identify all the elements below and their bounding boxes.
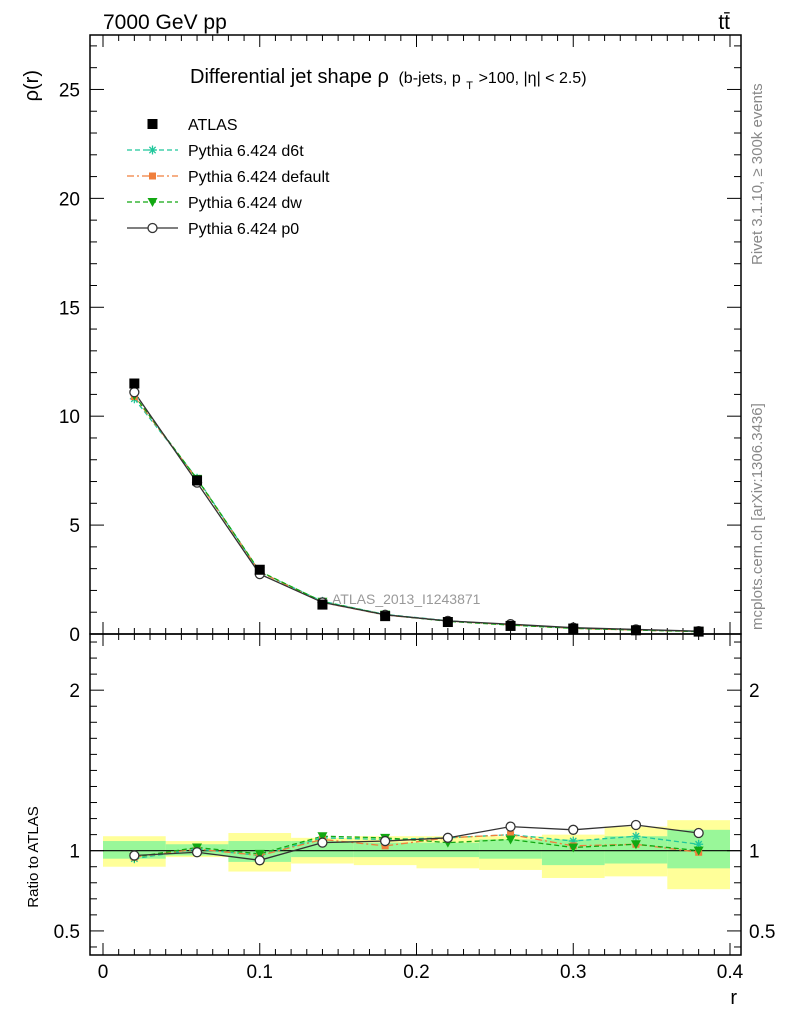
inner-uncertainty-band [291, 841, 354, 858]
ratio-y-tick-label-right: 0.5 [749, 922, 775, 943]
main-data-point [254, 564, 265, 575]
legend-label: Pythia 6.424 dw [188, 195, 302, 212]
ratio-xlabel: r [730, 987, 737, 1009]
star-stroke [632, 832, 640, 840]
ratio-data-point [630, 819, 642, 831]
ratio-data-point [254, 855, 265, 866]
main-title: Differential jet shape ρ (b-jets, p T >1… [190, 66, 587, 94]
star-stroke [148, 146, 157, 154]
process-label: tt̄ [718, 11, 730, 34]
ratio-data-point [631, 831, 641, 841]
legend-entry: Pythia 6.424 default [127, 169, 330, 186]
main-title-sub-rest: >100, |η| < 2.5) [479, 70, 587, 87]
ratio-data-point [505, 835, 516, 845]
legend-marker [147, 119, 158, 129]
legend-entry: Pythia 6.424 d6t [127, 143, 304, 160]
ratio-data-point [254, 849, 265, 859]
main-data-point [693, 626, 704, 637]
ratio-data-point [507, 831, 515, 839]
x-tick-label: 0.1 [247, 962, 273, 983]
main-series-line [133, 391, 699, 632]
main-data-point [568, 623, 579, 634]
mcplots-label: mcplots.cern.ch [arXiv:1306.3436] [749, 403, 766, 630]
ratio-ylabel: Ratio to ATLAS [25, 806, 42, 907]
inner-uncertainty-band [416, 842, 480, 858]
ratio-data-point [317, 837, 328, 848]
main-y-tick-label: 0 [69, 625, 80, 646]
main-y-tick-label: 10 [59, 407, 80, 428]
x-tick-label: 0.2 [403, 962, 429, 983]
star-stroke [695, 840, 703, 848]
main-data-point [505, 620, 516, 631]
rivet-label: Rivet 3.1.10, ≥ 300k events [749, 83, 766, 265]
ratio-panel: Ratio to ATLAS 0 0.1 0.2 0.3 0.40.5 0.51 12 2 r [25, 633, 775, 1009]
ratio-data-point [693, 827, 704, 839]
main-title-sub: (b-jets, p [398, 70, 460, 87]
inner-uncertainty-band [479, 839, 542, 859]
energy-label: 7000 GeV pp [103, 11, 227, 34]
ratio-data-point [379, 835, 391, 847]
ratio-y-tick-label-right: 2 [749, 681, 760, 702]
legend-label: Pythia 6.424 d6t [188, 143, 304, 160]
legend-entry: Pythia 6.424 p0 [127, 221, 299, 238]
ratio-frame [89, 633, 742, 956]
main-data-point [129, 378, 140, 389]
x-tick-label: 0.3 [560, 962, 586, 983]
ratio-data-point [505, 821, 516, 832]
main-y-tick-label: 5 [69, 516, 80, 537]
legend-marker [147, 198, 158, 207]
main-data-point [630, 625, 641, 636]
ratio-data-point [129, 850, 140, 861]
main-series-line [133, 395, 699, 633]
ratio-data-point [191, 847, 203, 858]
ratio-y-tick-label: 1 [69, 842, 80, 863]
main-y-tick-label: 15 [59, 298, 80, 319]
legend-entry: ATLAS [147, 117, 238, 134]
main-data-point [380, 611, 391, 622]
legend-marker [149, 172, 156, 180]
legend-label: Pythia 6.424 p0 [188, 221, 299, 238]
ratio-series-line [134, 833, 699, 860]
analysis-watermark: ATLAS_2013_I1243871 [332, 591, 481, 607]
x-tick-label: 0.4 [717, 962, 744, 983]
ratio-data-point [568, 824, 579, 835]
legend: ATLAS Pythia 6.424 d6t Pythia 6.424 defaul… [127, 117, 330, 238]
main-data-point [129, 387, 140, 398]
legend-marker [148, 145, 157, 155]
ratio-y-tick-label: 2 [69, 681, 80, 702]
main-title-sub-t: T [466, 80, 473, 92]
legend-marker [147, 222, 158, 234]
main-title-main: Differential jet shape ρ [190, 66, 389, 88]
ratio-data-point [693, 846, 704, 856]
ratio-series-line [134, 824, 699, 861]
inner-uncertainty-band [353, 842, 417, 858]
ratio-y-tick-label-right: 1 [749, 842, 760, 863]
x-tick-label: 0 [98, 962, 109, 983]
ratio-data-point [568, 843, 579, 853]
ratio-data-point [442, 832, 454, 843]
main-panel: ρ(r) Differential jet shape ρ (b-jets, p… [21, 34, 742, 646]
ratio-series-line [134, 833, 699, 858]
ratio-series-line [134, 835, 699, 858]
main-data-point [442, 617, 453, 628]
main-ylabel: ρ(r) [21, 70, 43, 101]
ratio-data-point [630, 840, 641, 850]
main-y-tick-label: 25 [59, 80, 80, 101]
main-data-point [317, 599, 328, 610]
ratio-data-point [317, 832, 328, 842]
ratio-y-tick-label: 0.5 [54, 922, 80, 943]
main-data-point [192, 475, 203, 486]
legend-label: ATLAS [188, 117, 238, 134]
legend-entry: Pythia 6.424 dw [127, 195, 302, 212]
legend-label: Pythia 6.424 default [188, 169, 330, 186]
main-y-tick-label: 20 [59, 189, 80, 210]
